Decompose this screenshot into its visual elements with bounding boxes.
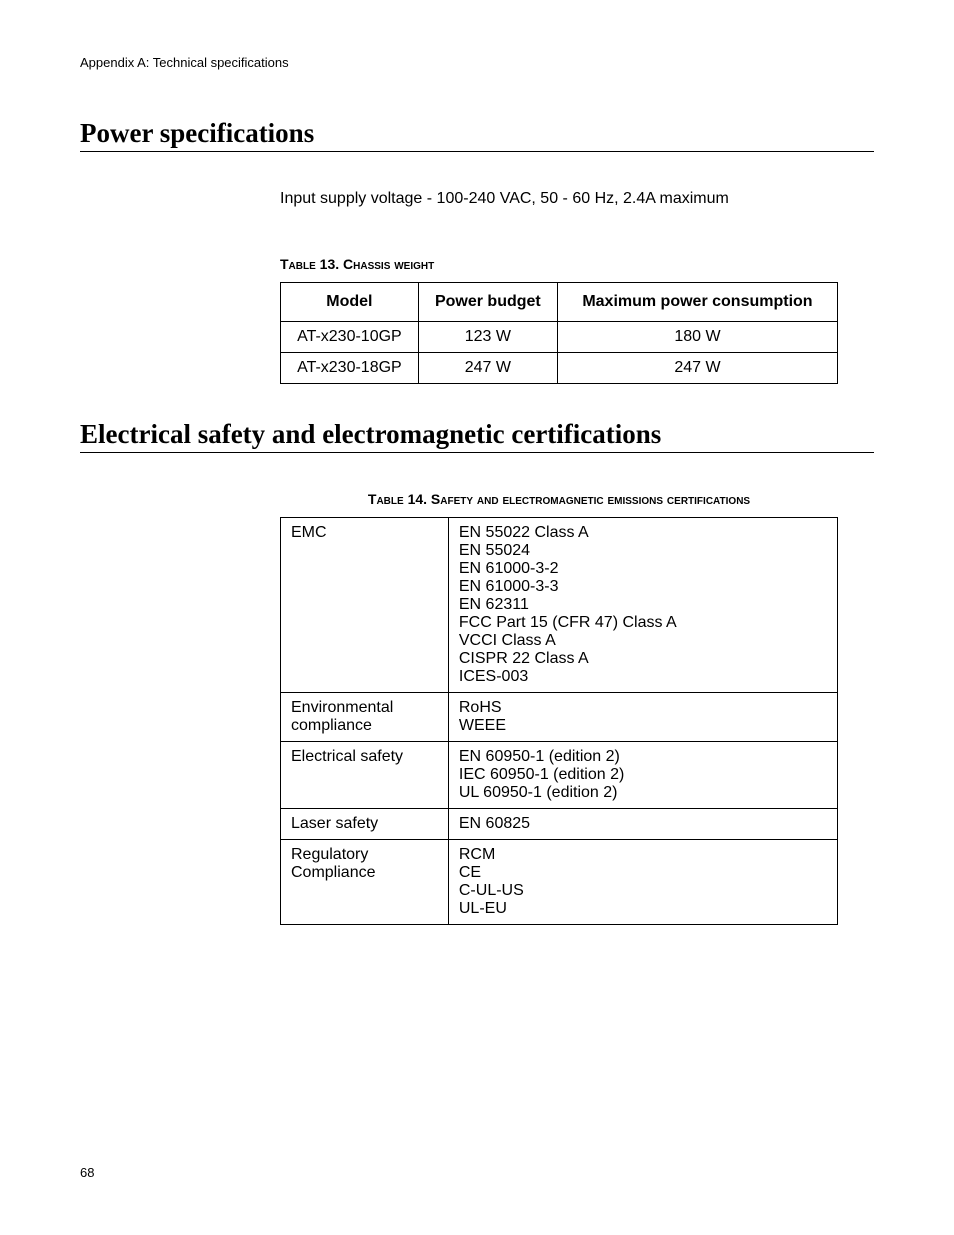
cert-value-line: EN 61000-3-3 (459, 578, 827, 596)
section-heading-power: Power specifications (80, 118, 874, 152)
table-row: EMCEN 55022 Class AEN 55024EN 61000-3-2E… (281, 518, 838, 693)
table-chassis-weight: Model Power budget Maximum power consump… (280, 282, 838, 384)
table-header-model: Model (281, 283, 419, 322)
cert-values: EN 55022 Class AEN 55024EN 61000-3-2EN 6… (448, 518, 837, 693)
table14-caption-prefix: Table 14. (368, 491, 431, 507)
cert-category: Electrical safety (281, 742, 449, 809)
cert-category: Laser safety (281, 809, 449, 840)
table13-caption-prefix: Table 13. (280, 256, 343, 272)
table14-caption: Table 14. Safety and electromagnetic emi… (280, 491, 838, 507)
cert-value-line: EN 61000-3-2 (459, 560, 827, 578)
cert-value-line: VCCI Class A (459, 632, 827, 650)
cert-value-line: CISPR 22 Class A (459, 650, 827, 668)
cert-value-line: EN 55022 Class A (459, 524, 827, 542)
page-number: 68 (80, 1165, 94, 1180)
cert-category: EMC (281, 518, 449, 693)
cert-value-line: UL-EU (459, 900, 827, 918)
cell-max: 180 W (557, 322, 837, 353)
table-row: Environmental complianceRoHSWEEE (281, 693, 838, 742)
table-header-max-power: Maximum power consumption (557, 283, 837, 322)
table-header-power-budget: Power budget (418, 283, 557, 322)
cert-values: EN 60950-1 (edition 2)IEC 60950-1 (editi… (448, 742, 837, 809)
cell-budget: 123 W (418, 322, 557, 353)
input-supply-text: Input supply voltage - 100-240 VAC, 50 -… (280, 190, 874, 208)
table-row: Laser safety EN 60825 (281, 809, 838, 840)
section-heading-electrical: Electrical safety and electromagnetic ce… (80, 419, 874, 453)
table13-caption: Table 13. Chassis weight (280, 256, 874, 272)
cert-value-line: EN 60825 (459, 815, 827, 833)
cell-model: AT-x230-18GP (281, 353, 419, 384)
cert-value-line: RCM (459, 846, 827, 864)
table13-caption-rest: Chassis weight (343, 256, 434, 272)
cert-value-line: C-UL-US (459, 882, 827, 900)
cert-value-line: FCC Part 15 (CFR 47) Class A (459, 614, 827, 632)
cert-values: RCMCEC-UL-USUL-EU (448, 840, 837, 925)
cert-value-line: CE (459, 864, 827, 882)
cert-value-line: EN 60950-1 (edition 2) (459, 748, 827, 766)
cert-category: Regulatory Compliance (281, 840, 449, 925)
cert-value-line: UL 60950-1 (edition 2) (459, 784, 827, 802)
table14-caption-rest: Safety and electromagnetic emissions cer… (431, 491, 750, 507)
table-row: Regulatory ComplianceRCMCEC-UL-USUL-EU (281, 840, 838, 925)
cell-max: 247 W (557, 353, 837, 384)
cert-value-line: EN 55024 (459, 542, 827, 560)
table-certifications: EMCEN 55022 Class AEN 55024EN 61000-3-2E… (280, 517, 838, 925)
cert-value-line: ICES-003 (459, 668, 827, 686)
cert-values: RoHSWEEE (448, 693, 837, 742)
appendix-header: Appendix A: Technical specifications (80, 55, 874, 70)
cert-value-line: EN 62311 (459, 596, 827, 614)
cell-budget: 247 W (418, 353, 557, 384)
table-row: Model Power budget Maximum power consump… (281, 283, 838, 322)
table-row: Electrical safetyEN 60950-1 (edition 2)I… (281, 742, 838, 809)
table-row: AT-x230-10GP 123 W 180 W (281, 322, 838, 353)
cert-value-line: RoHS (459, 699, 827, 717)
cert-value-line: WEEE (459, 717, 827, 735)
cert-values: EN 60825 (448, 809, 837, 840)
cell-model: AT-x230-10GP (281, 322, 419, 353)
table-row: AT-x230-18GP 247 W 247 W (281, 353, 838, 384)
cert-category: Environmental compliance (281, 693, 449, 742)
cert-value-line: IEC 60950-1 (edition 2) (459, 766, 827, 784)
